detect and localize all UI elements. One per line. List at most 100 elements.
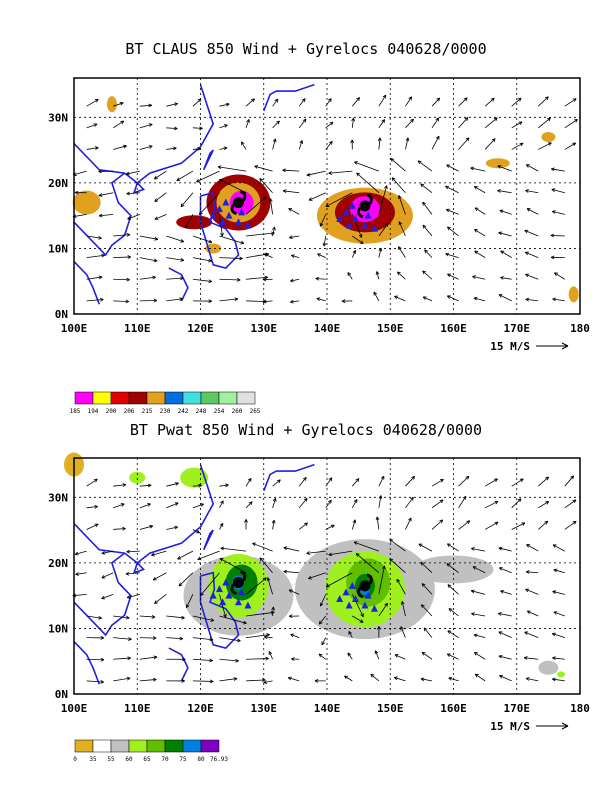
wind-arrow <box>448 677 459 682</box>
wind-arrowhead <box>282 168 286 173</box>
wind-arrow <box>245 232 275 237</box>
wind-arrowhead <box>389 558 394 563</box>
wind-arrow <box>525 677 539 682</box>
wind-arrow <box>447 226 459 237</box>
wind-arrowhead <box>184 224 189 229</box>
field-patch-11 <box>568 286 579 303</box>
wind-arrow <box>152 572 167 581</box>
gyreloc-triangle <box>361 221 369 229</box>
legend-label-5: 70 <box>161 756 169 763</box>
wind-arrow <box>113 256 131 259</box>
wind-arrow <box>484 500 499 509</box>
wind-arrowhead <box>220 546 225 551</box>
legend-label-4: 65 <box>143 756 151 763</box>
wind-arrowhead <box>384 602 388 607</box>
wind-arrowhead <box>147 503 151 507</box>
lon-label: 180 <box>570 322 590 335</box>
wind-arrow <box>458 520 471 530</box>
legend-swatch-3 <box>128 391 148 405</box>
wind-arrow <box>180 192 194 208</box>
cyclone-symbol-arm <box>230 583 237 595</box>
wind-arrowhead <box>462 495 467 500</box>
wind-arrow <box>86 235 102 239</box>
wind-arrowhead <box>446 653 451 657</box>
wind-arrowhead <box>544 96 549 101</box>
wind-arrow <box>499 209 512 215</box>
wind-arrowhead <box>353 541 358 545</box>
wind-arrow <box>445 185 459 194</box>
wind-arrowhead <box>209 637 214 642</box>
wind-arrowhead <box>380 475 385 480</box>
wind-arrowhead <box>148 145 153 149</box>
wind-arrow <box>376 516 380 530</box>
wind-arrowhead <box>408 96 413 101</box>
wind-arrow <box>166 127 178 130</box>
legend-label-2: 200 <box>106 408 117 415</box>
wind-arrow <box>113 637 132 640</box>
wind-arrow <box>112 120 125 129</box>
wind-arrow <box>473 634 486 639</box>
wind-arrowhead <box>266 633 270 637</box>
wind-arrowhead <box>208 239 213 244</box>
wind-arrowhead <box>208 258 212 263</box>
wind-arrow <box>525 251 539 258</box>
wind-arrow <box>245 634 270 639</box>
wind-arrowhead <box>200 592 204 597</box>
wind-arrowhead <box>439 519 444 524</box>
wind-arrow <box>318 653 326 660</box>
wind-arrow <box>166 277 184 280</box>
wind-arrow <box>113 677 131 682</box>
wind-arrowhead <box>153 258 158 263</box>
wind-arrowhead <box>126 232 131 237</box>
wind-arrow <box>525 190 539 194</box>
wind-arrow <box>263 680 273 684</box>
gyreloc-triangle <box>336 594 344 602</box>
wind-arrowhead <box>127 216 132 220</box>
wind-arrow <box>272 520 275 530</box>
wind-arrow <box>351 250 356 258</box>
wind-arrowhead <box>344 675 348 680</box>
wind-arrow <box>421 604 433 617</box>
wind-arrowhead <box>282 189 287 194</box>
wind-arrow <box>498 232 512 237</box>
wind-arrowhead <box>355 553 360 557</box>
wind-arrow <box>446 209 459 215</box>
wind-arrowhead <box>359 240 364 245</box>
wind-arrow <box>390 158 406 172</box>
wind-arrowhead <box>521 522 526 526</box>
wind-arrow <box>422 270 433 280</box>
wind-arrow <box>538 117 551 129</box>
gyreloc-triangle <box>209 591 217 599</box>
wind-arrowhead <box>445 252 450 257</box>
wind-arrowhead <box>474 250 479 255</box>
wind-arrow <box>219 523 224 530</box>
wind-arrowhead <box>101 595 106 600</box>
wind-arrow <box>551 189 565 194</box>
wind-arrowhead <box>154 236 159 241</box>
lon-label: 160E <box>440 322 467 335</box>
wind-arrow <box>291 254 300 259</box>
coastline-2 <box>73 641 101 685</box>
wind-arrow <box>564 475 574 487</box>
wind-arrowhead <box>517 498 522 503</box>
legend-label-8: 76.93 <box>210 756 228 763</box>
wind-arrow <box>526 164 539 172</box>
wind-arrowhead <box>499 209 504 214</box>
wind-arrowhead <box>493 117 498 122</box>
wind-arrow <box>219 484 229 487</box>
wind-arrowhead <box>375 516 380 521</box>
wind-arrowhead <box>325 203 330 207</box>
wind-scale-label: 15 M/S <box>490 340 530 353</box>
wind-arrow <box>553 569 565 574</box>
wind-arrow <box>192 235 213 243</box>
wind-arrowhead <box>417 160 422 165</box>
wind-arrow <box>154 170 167 180</box>
wind-arrowhead <box>554 272 558 276</box>
wind-arrowhead <box>545 501 550 505</box>
wind-arrow <box>378 223 389 237</box>
wind-arrowhead <box>328 499 332 504</box>
wind-arrowhead <box>572 520 577 525</box>
wind-arrow <box>269 198 274 215</box>
wind-arrowhead <box>384 223 389 228</box>
cyclone-symbol-arm <box>239 190 247 202</box>
